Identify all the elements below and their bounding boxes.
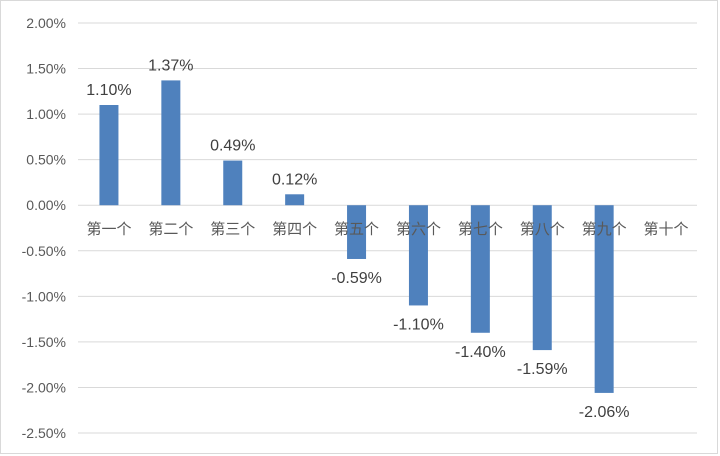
x-tick-label: 第三个 [210, 220, 255, 238]
data-label: 1.10% [86, 82, 131, 99]
y-tick-label: -0.50% [22, 243, 66, 259]
y-tick-label: 0.50% [26, 152, 66, 168]
data-label: -0.59% [331, 270, 382, 287]
x-tick-label: 第六个 [396, 220, 441, 238]
bar [285, 194, 305, 206]
bar [347, 205, 367, 259]
bar [532, 205, 552, 351]
x-tick-label: 第八个 [520, 220, 565, 238]
y-tick-label: 1.00% [26, 106, 66, 122]
y-tick-label: -1.00% [22, 288, 66, 304]
bar [594, 205, 614, 393]
x-tick-label: 第四个 [272, 220, 317, 238]
x-tick-label: 第十个 [644, 220, 689, 238]
y-tick-label: -1.50% [22, 334, 66, 350]
bar [161, 80, 181, 206]
x-tick-label: 第一个 [86, 220, 131, 238]
bar [470, 205, 490, 333]
y-tick-label: -2.00% [22, 379, 66, 395]
x-tick-label: 第七个 [458, 220, 503, 238]
data-label: -1.59% [517, 361, 568, 378]
data-label: 0.49% [210, 138, 255, 155]
bar [99, 105, 119, 206]
data-label: -1.10% [393, 316, 444, 333]
y-tick-label: -2.50% [22, 425, 66, 441]
x-tick-label: 第二个 [148, 220, 193, 238]
x-tick-label: 第五个 [334, 220, 379, 238]
data-label: -2.06% [579, 404, 630, 421]
x-tick-label: 第九个 [582, 220, 627, 238]
data-label: 1.37% [148, 57, 193, 74]
data-label: -1.40% [455, 344, 506, 361]
bar [223, 160, 243, 206]
data-label: 0.12% [272, 171, 317, 188]
y-tick-label: 1.50% [26, 61, 66, 77]
bar [408, 205, 428, 306]
y-tick-label: 2.00% [26, 15, 66, 31]
y-tick-label: 0.00% [26, 197, 66, 213]
